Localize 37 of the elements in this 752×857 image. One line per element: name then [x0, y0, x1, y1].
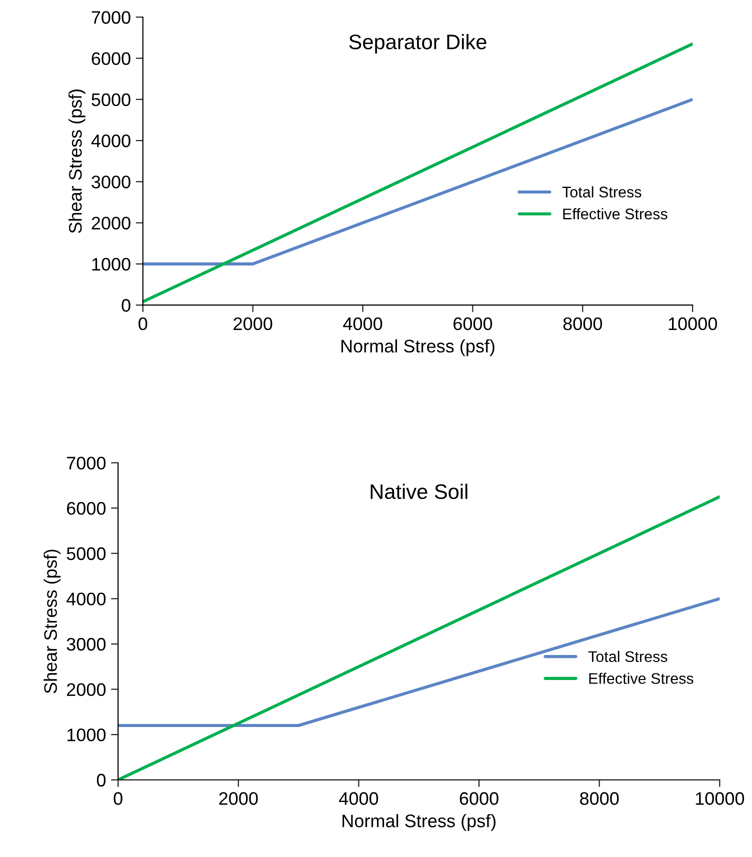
x-tick-label: 8000	[563, 317, 602, 330]
x-axis-title: Normal Stress (psf)	[341, 339, 494, 356]
y-tick-label: 3000	[92, 176, 130, 188]
y-tick-label: 1000	[92, 258, 130, 271]
y-tick-label: 3000	[66, 638, 106, 651]
y-tick-label: 5000	[66, 547, 106, 560]
y-tick-label: 6000	[92, 52, 130, 65]
y-tick-label: 0	[122, 299, 130, 312]
y-tick-label: 7000	[67, 456, 106, 470]
x-tick-label: 4000	[339, 792, 378, 805]
y-tick-label: 2000	[92, 216, 130, 230]
x-tick-label: 8000	[580, 792, 619, 805]
x-tick-label: 6000	[454, 317, 492, 330]
y-tick-label: 4000	[66, 592, 106, 606]
y-tick-label: 6000	[67, 502, 106, 515]
x-tick-label: 2000	[234, 317, 272, 330]
y-tick-label: 0	[96, 774, 106, 787]
x-tick-label: 10000	[668, 317, 717, 330]
y-axis-title: Shear Stress (psf)	[68, 89, 86, 234]
x-tick-label: 10000	[696, 792, 744, 805]
y-tick-label: 7000	[92, 11, 130, 24]
y-tick-label: 1000	[67, 728, 106, 742]
legend-label: Effective Stress	[589, 672, 694, 684]
text: Native Soil	[370, 484, 468, 500]
y-tick-label: 2000	[67, 683, 106, 696]
x-tick-label: 0	[138, 317, 148, 330]
y-tick-label: 4000	[91, 134, 130, 148]
x-tick-label: 6000	[460, 792, 498, 805]
legend-label: Effective Stress	[563, 208, 668, 220]
y-axis-title: Shear Stress (psf)	[44, 550, 61, 694]
x-axis-title: Normal Stress (psf)	[342, 814, 496, 831]
text: Separator Dike	[349, 34, 486, 54]
x-tick-label: 2000	[219, 792, 258, 805]
y-tick-label: 5000	[92, 93, 130, 106]
x-tick-label: 4000	[343, 317, 382, 330]
legend-label: Total Stress	[588, 650, 668, 662]
legend-label: Total Stress	[562, 186, 642, 198]
